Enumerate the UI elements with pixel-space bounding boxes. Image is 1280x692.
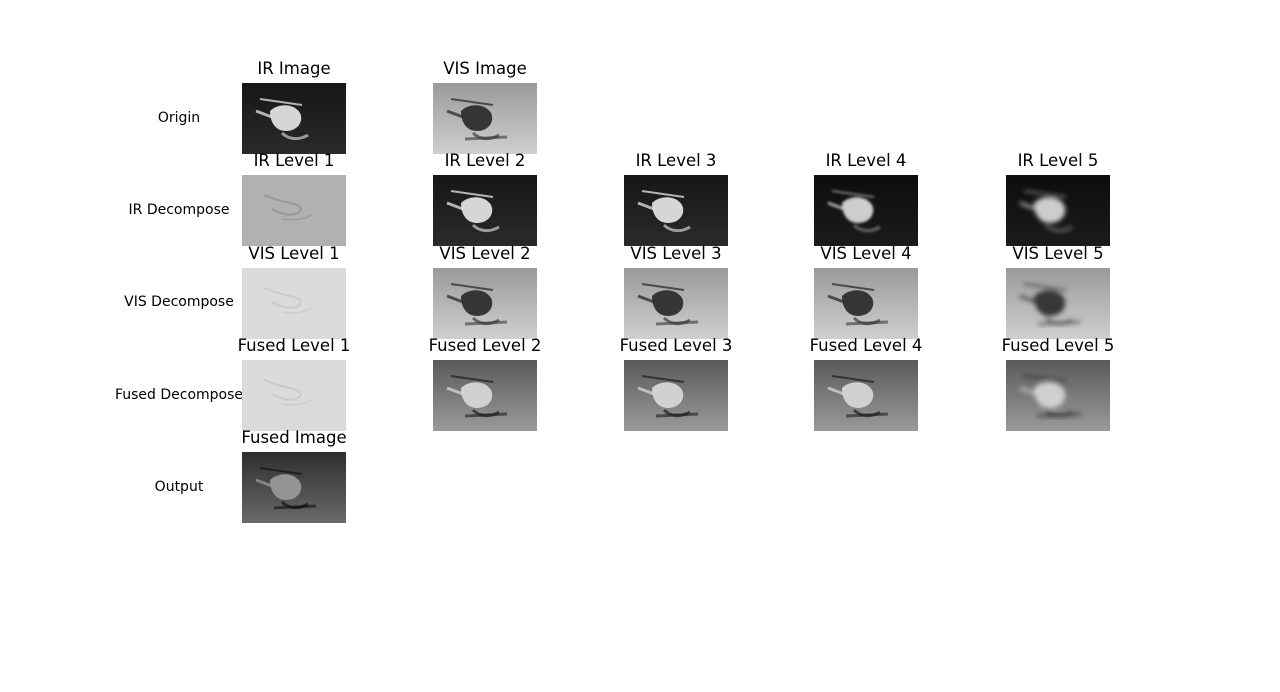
row-label-vis-decompose: VIS Decompose [124,294,234,310]
image-panel-2 [242,175,346,246]
image-panel-14 [624,360,728,431]
image-panel-0 [242,83,346,154]
panel-title-9: VIS Level 3 [630,244,722,263]
panel-title-13: Fused Level 2 [428,336,542,355]
row-label-fused-decompose: Fused Decompose [114,387,244,403]
panel-title-2: IR Level 1 [253,151,335,170]
image-panel-9 [624,268,728,339]
row-label-ir-decompose: IR Decompose [128,202,230,218]
panel-title-7: VIS Level 1 [248,244,340,263]
panel-title-12: Fused Level 1 [237,336,351,355]
image-panel-17 [242,452,346,523]
image-panel-1 [433,83,537,154]
panel-title-8: VIS Level 2 [439,244,531,263]
row-label-origin: Origin [157,110,201,126]
panel-title-6: IR Level 5 [1017,151,1099,170]
image-panel-10 [814,268,918,339]
panel-title-4: IR Level 3 [635,151,717,170]
image-panel-6 [1006,175,1110,246]
image-panel-11 [1006,268,1110,339]
image-panel-16 [1006,360,1110,431]
image-panel-4 [624,175,728,246]
panel-title-5: IR Level 4 [825,151,907,170]
panel-title-1: VIS Image [443,59,527,78]
row-label-output: Output [154,479,204,495]
image-panel-5 [814,175,918,246]
panel-title-0: IR Image [257,59,331,78]
panel-title-17: Fused Image [241,428,347,447]
image-panel-13 [433,360,537,431]
image-panel-15 [814,360,918,431]
panel-title-10: VIS Level 4 [820,244,912,263]
image-panel-8 [433,268,537,339]
image-panel-7 [242,268,346,339]
panel-title-11: VIS Level 5 [1012,244,1104,263]
panel-title-3: IR Level 2 [444,151,526,170]
panel-title-16: Fused Level 5 [1001,336,1115,355]
image-panel-12 [242,360,346,431]
panel-title-15: Fused Level 4 [809,336,923,355]
image-panel-3 [433,175,537,246]
panel-title-14: Fused Level 3 [619,336,733,355]
